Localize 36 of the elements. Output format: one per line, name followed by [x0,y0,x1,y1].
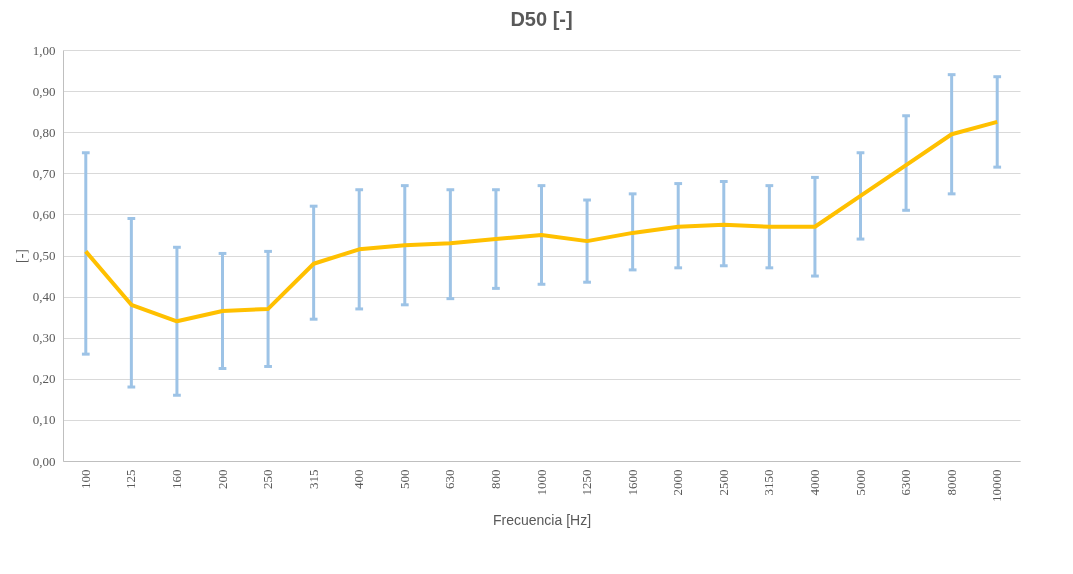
x-axis-title: Frecuencia [Hz] [492,512,592,528]
y-tick-label: 1,00 [32,42,56,58]
x-tick-label: 3150 [761,469,777,496]
x-tick-label: 5000 [852,469,868,496]
x-tick-label: 10000 [989,469,1005,502]
x-tick-label: 1600 [624,469,640,496]
x-tick-label: 160 [168,469,184,489]
y-axis-title: [-] [13,249,29,263]
y-tick-label: 0,40 [32,289,56,305]
y-tick-label: 0,00 [32,453,56,469]
x-tick-label: 8000 [943,469,959,496]
x-tick-label: 315 [305,469,321,489]
x-tick-label: 2500 [715,469,731,496]
x-tick-label: 6300 [898,469,914,496]
x-tick-label: 4000 [806,469,822,496]
x-tick-label: 400 [351,469,367,489]
y-tick-label: 0,60 [32,206,56,222]
y-tick-label: 0,70 [32,165,56,181]
x-tick-label: 2000 [670,469,686,496]
x-tick-label: 250 [260,469,276,489]
x-tick-label: 500 [396,469,412,489]
y-tick-label: 0,90 [32,83,56,99]
x-tick-label: 1250 [579,469,595,496]
x-tick-label: 630 [442,469,458,489]
x-tick-label: 800 [487,469,503,489]
y-tick-label: 0,50 [32,248,56,263]
line-series [83,119,1000,324]
x-tick-label: 125 [123,469,139,489]
y-tick-label: 0,20 [32,371,56,387]
x-tick-label: 100 [77,469,93,489]
x-tick-label: 1000 [533,469,549,496]
chart-title: D50 [-] [510,8,573,30]
y-tick-label: 0,80 [32,124,56,140]
x-tick-label: 200 [214,469,230,489]
y-tick-label: 0,30 [32,330,56,346]
y-tick-label: 0,10 [32,412,56,428]
